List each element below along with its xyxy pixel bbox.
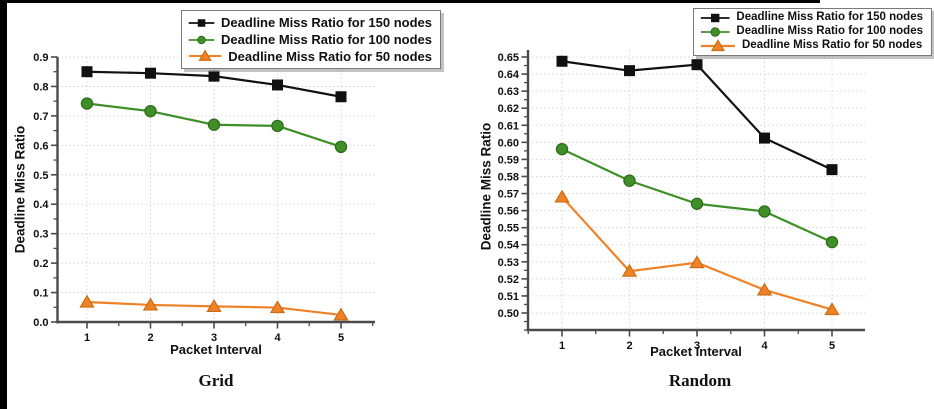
chart-random: 0.50 0.51 0.52 0.53 0.54 0.55 0.56 0.57 0.58 0.59… — [498, 50, 865, 352]
legend-label: Deadline Miss Ratio for 100 nodes — [736, 25, 923, 38]
legend-item: Deadline Miss Ratio for 50 nodes — [700, 39, 923, 53]
svg-text:0.64: 0.64 — [498, 69, 520, 81]
svg-text:3: 3 — [694, 340, 700, 352]
svg-text:0.8: 0.8 — [33, 81, 48, 93]
svg-text:4: 4 — [761, 340, 768, 352]
legend-circle-marker-icon — [188, 35, 215, 44]
gridlines — [57, 56, 375, 322]
svg-text:0.6: 0.6 — [33, 140, 48, 152]
svg-text:5: 5 — [338, 332, 344, 344]
series-square — [556, 55, 838, 176]
svg-text:1: 1 — [84, 332, 90, 344]
svg-text:0.7: 0.7 — [33, 111, 48, 123]
y-axis-label-grid: Deadline Miss Ratio — [12, 125, 28, 254]
legend-square-marker-icon — [700, 13, 730, 23]
legend-label: Deadline Miss Ratio for 150 nodes — [221, 15, 432, 31]
svg-text:0.58: 0.58 — [498, 171, 519, 183]
y-axis-label-random: Deadline Miss Ratio — [478, 122, 494, 251]
svg-text:0.2: 0.2 — [33, 258, 48, 270]
svg-text:0.53: 0.53 — [498, 257, 519, 269]
svg-text:0.4: 0.4 — [33, 199, 49, 211]
svg-text:0.3: 0.3 — [33, 229, 48, 241]
legend-grid-chart: Deadline Miss Ratio for 150 nodes Deadlin… — [181, 10, 441, 69]
legend-label: Deadline Miss Ratio for 50 nodes — [228, 48, 432, 64]
svg-text:0.52: 0.52 — [498, 274, 519, 286]
series-square — [81, 66, 347, 103]
chart-title-grid: Grid — [198, 371, 234, 390]
legend-circle-marker-icon — [700, 27, 730, 37]
top-black-bar — [0, 0, 820, 3]
svg-text:0.63: 0.63 — [498, 86, 519, 98]
svg-text:0.65: 0.65 — [498, 52, 519, 64]
series-triangle — [79, 294, 349, 321]
svg-text:0.60: 0.60 — [498, 137, 519, 149]
svg-text:0.51: 0.51 — [498, 291, 519, 303]
svg-text:0.5: 0.5 — [33, 170, 48, 182]
series-circle — [80, 97, 348, 154]
legend-triangle-marker-icon — [701, 39, 735, 52]
svg-text:2: 2 — [147, 332, 153, 344]
legend-item: Deadline Miss Ratio for 100 nodes — [188, 33, 432, 47]
x-axis-label-grid: Packet Interval — [170, 342, 262, 357]
chart-title-random: Random — [668, 371, 732, 390]
series-triangle — [554, 189, 840, 316]
svg-text:1: 1 — [559, 340, 565, 352]
svg-text:0.50: 0.50 — [498, 308, 519, 320]
gridlines — [528, 50, 865, 330]
legend-random-chart: Deadline Miss Ratio for 150 nodes Deadlin… — [693, 8, 932, 56]
svg-text:5: 5 — [829, 340, 835, 352]
svg-text:0.56: 0.56 — [498, 206, 519, 218]
legend-item: Deadline Miss Ratio for 100 nodes — [700, 25, 923, 39]
svg-text:0.0: 0.0 — [33, 317, 48, 329]
svg-text:0.9: 0.9 — [33, 52, 48, 64]
legend-square-marker-icon — [188, 18, 215, 27]
legend-item: Deadline Miss Ratio for 150 nodes — [700, 11, 923, 25]
svg-text:0.57: 0.57 — [498, 189, 519, 201]
legend-label: Deadline Miss Ratio for 50 nodes — [742, 39, 923, 52]
legend-label: Deadline Miss Ratio for 150 nodes — [736, 11, 923, 24]
legend-item: Deadline Miss Ratio for 150 nodes — [188, 16, 432, 30]
svg-text:4: 4 — [274, 332, 281, 344]
legend-triangle-marker-icon — [188, 49, 222, 62]
svg-text:0.55: 0.55 — [498, 223, 519, 235]
legend-item: Deadline Miss Ratio for 50 nodes — [188, 49, 432, 63]
left-black-bar — [0, 0, 7, 409]
series-circle — [555, 142, 839, 249]
axes: 0.50 0.51 0.52 0.53 0.54 0.55 0.56 0.57 0.58 0.59… — [498, 50, 865, 352]
legend-label: Deadline Miss Ratio for 100 nodes — [221, 32, 432, 47]
svg-text:0.62: 0.62 — [498, 103, 519, 115]
svg-text:0.61: 0.61 — [498, 120, 519, 132]
svg-text:3: 3 — [211, 332, 217, 344]
svg-text:0.54: 0.54 — [498, 240, 520, 252]
svg-text:0.59: 0.59 — [498, 154, 519, 166]
svg-text:0.1: 0.1 — [33, 288, 48, 300]
svg-text:2: 2 — [626, 340, 632, 352]
x-axis-label-random: Packet Interval — [650, 344, 742, 359]
chart-grid: 0.0 0.1 0.2 0.3 0.4 0.5 0.6 0.7 0.8 0.9 1 2 3 4 5 — [33, 52, 375, 344]
axes: 0.0 0.1 0.2 0.3 0.4 0.5 0.6 0.7 0.8 0.9 1 2 3 4 5 — [33, 52, 375, 344]
